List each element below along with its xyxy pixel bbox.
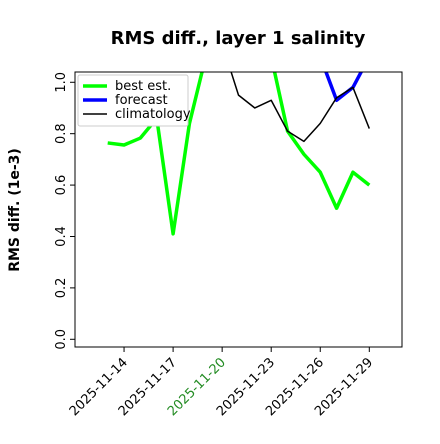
y-tick-label: 0.6 <box>54 175 69 196</box>
plot-frame <box>74 71 403 348</box>
series-line <box>230 72 370 143</box>
y-tick-label: 0.2 <box>54 278 69 299</box>
y-tick-label: 1.0 <box>54 72 69 93</box>
legend-label: forecast <box>115 93 168 108</box>
series-line <box>107 72 371 236</box>
y-tick-label: 0.4 <box>54 226 69 247</box>
series-line <box>324 72 364 103</box>
chart-title: RMS diff., layer 1 salinity <box>111 28 366 49</box>
plot-lines <box>107 72 371 236</box>
y-axis-label: RMS diff. (1e-3) <box>7 148 23 272</box>
y-tick-label: 0.8 <box>54 123 69 144</box>
legend-label: best est. <box>115 79 171 94</box>
y-tick-label: 0.0 <box>54 329 69 350</box>
legend-label: climatology <box>115 107 191 122</box>
